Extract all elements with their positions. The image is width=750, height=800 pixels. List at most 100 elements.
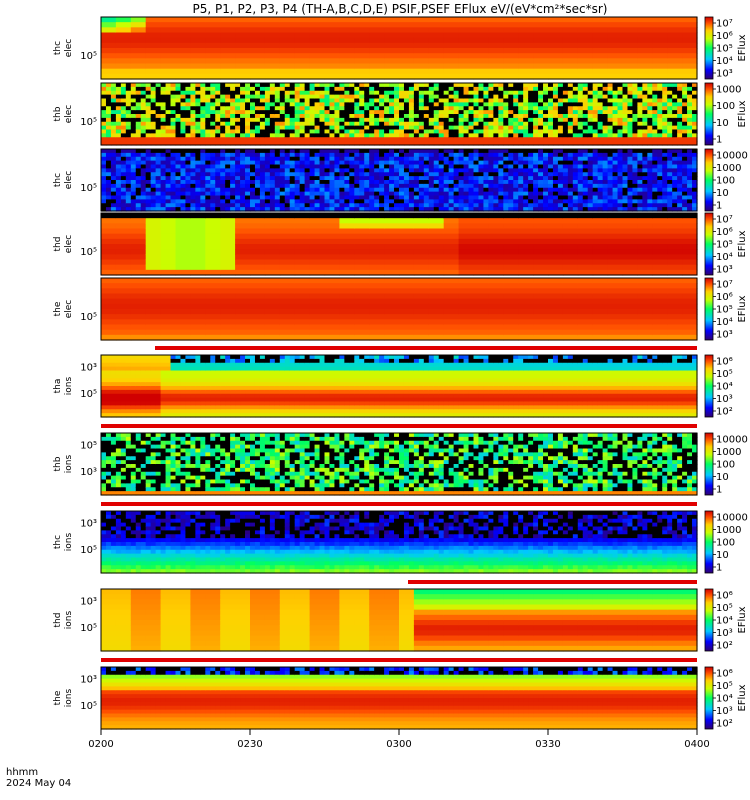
x-tick-label: 0230 — [237, 739, 262, 750]
panel-species-label: elec — [64, 171, 74, 190]
y-tick-label: 10⁵ — [80, 183, 97, 194]
panel-species-label: elec — [64, 39, 74, 58]
y-tick-label: 10⁵ — [80, 117, 97, 128]
colorbar-tick-label: 10 — [716, 472, 729, 483]
colorbar-tick-label: 10⁴ — [716, 616, 733, 627]
colorbar-tick-label: 100 — [716, 176, 735, 187]
colorbar-tick-label: 10² — [716, 719, 733, 730]
colorbar-title: EFlux — [737, 684, 748, 711]
colorbar-tick-label: 10³ — [716, 628, 733, 639]
colorbar-tick-label: 10⁴ — [716, 252, 733, 263]
colorbar-tick-label: 10³ — [716, 69, 733, 80]
y-tick-label: 10³ — [80, 363, 97, 374]
y-tick-label: 10³ — [80, 675, 97, 686]
y-tick-label: 10⁵ — [80, 312, 97, 323]
status-strip — [101, 502, 697, 506]
y-tick-label: 10⁵ — [80, 623, 97, 634]
panel-species-label: ions — [64, 376, 74, 395]
x-axis: 0200 0230 0300 0330 0400 — [88, 729, 710, 750]
status-strip — [155, 346, 697, 350]
status-strip — [101, 580, 408, 584]
panel-probe-label: thc — [53, 535, 63, 549]
panel-species-label: elec — [64, 235, 74, 254]
colorbar-tick-label: 10⁴ — [716, 694, 733, 705]
panel-probe-label: thd — [53, 613, 63, 628]
colorbar-tick-label: 10 — [716, 550, 729, 561]
time-unit-label: hhmm — [6, 767, 38, 778]
x-tick-label: 0300 — [386, 739, 411, 750]
colorbar-tick-label: 1000 — [716, 85, 741, 96]
panel-species-label: ions — [64, 454, 74, 473]
colorbar — [704, 212, 714, 276]
colorbar-tick-label: 1000 — [716, 163, 741, 174]
panel-probe-label: the — [53, 690, 63, 705]
colorbar-tick-label: 100 — [716, 538, 735, 549]
colorbar-tick-label: 10⁵ — [716, 44, 733, 55]
x-tick-label: 0400 — [684, 739, 709, 750]
colorbar-tick-label: 10⁴ — [716, 382, 733, 393]
colorbar-tick-label: 1000 — [716, 447, 741, 458]
colorbar-tick-label: 10000 — [716, 435, 748, 446]
x-tick-label: 0200 — [88, 739, 113, 750]
y-tick-label: 10⁵ — [80, 247, 97, 258]
colorbar — [704, 16, 714, 80]
colorbar-tick-label: 10000 — [716, 513, 748, 524]
colorbar-tick-label: 10⁷ — [716, 280, 733, 291]
y-tick-label: 10³ — [80, 597, 97, 608]
colorbar — [704, 432, 714, 496]
colorbar-tick-label: 10³ — [716, 330, 733, 341]
panel-probe-label: tha — [53, 379, 63, 394]
colorbar-tick-label: 10⁵ — [716, 681, 733, 692]
colorbar-tick-label: 1 — [716, 485, 722, 496]
colorbar-tick-label: 10² — [716, 407, 733, 418]
colorbar-title: EFlux — [737, 606, 748, 633]
colorbar-tick-label: 100 — [716, 460, 735, 471]
plot-title: P5, P1, P2, P3, P4 (TH-A,B,C,D,E) PSIF,P… — [193, 2, 608, 16]
colorbar-tick-label: 10⁶ — [716, 357, 733, 368]
y-tick-label: 10⁵ — [80, 389, 97, 400]
colorbar-tick-label: 10⁵ — [716, 369, 733, 380]
panel-probe-label: the — [53, 301, 63, 316]
colorbar-tick-label: 1 — [716, 201, 722, 212]
colorbar-tick-label: 10 — [716, 188, 729, 199]
colorbar — [704, 354, 714, 418]
panel-probe-label: thb — [53, 456, 63, 471]
colorbar-tick-label: 10⁶ — [716, 669, 733, 680]
date-label: 2024 May 04 — [6, 778, 71, 789]
y-tick-label: 10³ — [80, 519, 97, 530]
y-tick-label: 10⁵ — [80, 545, 97, 556]
panel-probe-label: thd — [53, 237, 63, 252]
colorbar — [704, 148, 714, 212]
panel-probe-label: thb — [53, 106, 63, 121]
colorbar-tick-label: 10² — [716, 641, 733, 652]
x-tick-label: 0330 — [535, 739, 560, 750]
panel-species-label: elec — [64, 105, 74, 124]
y-tick-label: 10⁵ — [80, 701, 97, 712]
panel-species-label: ions — [64, 532, 74, 551]
colorbar-tick-label: 10⁶ — [716, 31, 733, 42]
status-strip — [101, 424, 697, 428]
colorbar — [704, 588, 714, 652]
colorbar-tick-label: 10⁶ — [716, 591, 733, 602]
colorbar-title: EFlux — [737, 100, 748, 127]
spectrogram-panel-2: thb elec 10⁵ 1000 100 10 1 EFlux — [53, 82, 748, 146]
panel-probe-label: thc — [53, 173, 63, 187]
panel-species-label: ions — [64, 688, 74, 707]
colorbar — [704, 82, 714, 146]
panel-species-label: ions — [64, 610, 74, 629]
colorbar-title: EFlux — [737, 34, 748, 61]
colorbar-tick-label: 1 — [716, 563, 722, 574]
status-strip — [101, 658, 697, 662]
colorbar-tick-label: 10³ — [716, 265, 733, 276]
colorbar — [704, 277, 714, 341]
colorbar-tick-label: 10⁶ — [716, 292, 733, 303]
colorbar-tick-label: 10 — [716, 118, 729, 129]
colorbar-tick-label: 10⁵ — [716, 240, 733, 251]
colorbar-title: EFlux — [737, 295, 748, 322]
